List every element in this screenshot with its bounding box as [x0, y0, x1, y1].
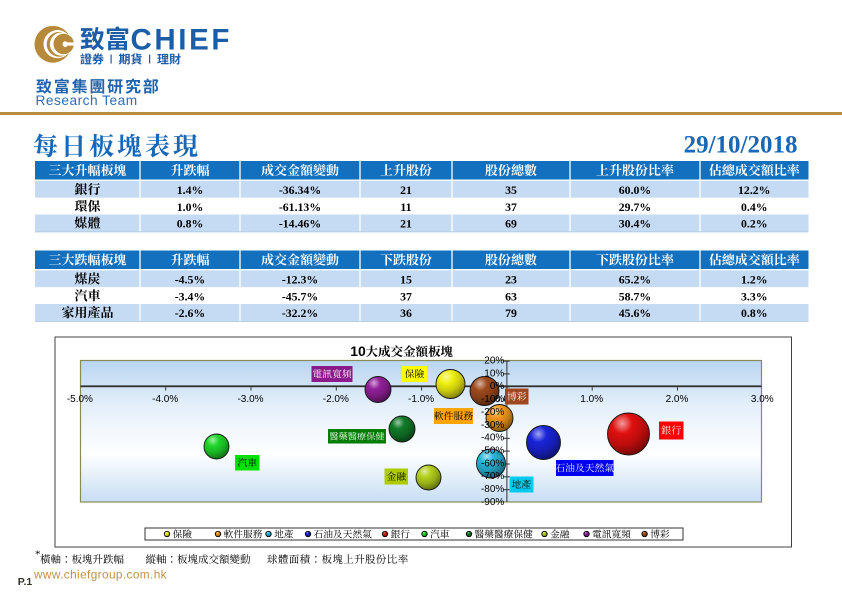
svg-text:-60%: -60% — [481, 458, 504, 469]
svg-text:-3.0%: -3.0% — [237, 394, 263, 405]
svg-text:-4.5%: -4.5% — [175, 272, 205, 286]
svg-text:-14.46%: -14.46% — [279, 217, 321, 231]
svg-text:15: 15 — [400, 272, 412, 286]
svg-text:-5.0%: -5.0% — [67, 394, 93, 405]
svg-text:58.7%: 58.7% — [619, 289, 651, 303]
svg-text:0.4%: 0.4% — [741, 200, 768, 214]
svg-text:45.6%: 45.6% — [619, 306, 651, 320]
svg-text:-2.0%: -2.0% — [323, 394, 349, 405]
svg-text:-20%: -20% — [481, 407, 504, 418]
svg-text:Research Team: Research Team — [36, 93, 138, 108]
svg-text:21: 21 — [400, 217, 412, 231]
svg-text:23: 23 — [505, 272, 517, 286]
svg-text:P.1: P.1 — [18, 576, 33, 588]
svg-text:-3.4%: -3.4% — [175, 289, 205, 303]
svg-text:29.7%: 29.7% — [619, 200, 651, 214]
svg-text:-80%: -80% — [481, 484, 504, 495]
svg-text:1.4%: 1.4% — [177, 183, 204, 197]
svg-text:10: 10 — [350, 343, 366, 359]
svg-text:-30%: -30% — [481, 420, 504, 431]
svg-text:3.0%: 3.0% — [751, 394, 774, 405]
svg-text:-45.7%: -45.7% — [282, 289, 318, 303]
svg-text:10%: 10% — [484, 368, 504, 379]
svg-text:-1.0%: -1.0% — [408, 394, 434, 405]
svg-text:35: 35 — [505, 183, 517, 197]
svg-text:-70%: -70% — [481, 471, 504, 482]
svg-text:60.0%: 60.0% — [619, 183, 651, 197]
svg-text:30.4%: 30.4% — [619, 217, 651, 231]
svg-text:1.0%: 1.0% — [580, 394, 603, 405]
svg-text:65.2%: 65.2% — [619, 272, 651, 286]
svg-text:-12.3%: -12.3% — [282, 272, 318, 286]
svg-text:-10%: -10% — [481, 394, 504, 405]
svg-text:*: * — [35, 549, 41, 561]
svg-text:0.8%: 0.8% — [177, 217, 204, 231]
svg-text:-32.2%: -32.2% — [282, 306, 318, 320]
svg-text:-4.0%: -4.0% — [152, 394, 178, 405]
svg-text:1.2%: 1.2% — [741, 272, 768, 286]
svg-text:3.3%: 3.3% — [741, 289, 768, 303]
svg-text:-2.6%: -2.6% — [175, 306, 205, 320]
svg-text:79: 79 — [505, 306, 517, 320]
svg-text:-61.13%: -61.13% — [279, 200, 321, 214]
svg-text:-36.34%: -36.34% — [279, 183, 321, 197]
svg-text:29/10/2018: 29/10/2018 — [684, 132, 798, 159]
svg-text:69: 69 — [505, 217, 517, 231]
svg-text:37: 37 — [400, 289, 412, 303]
svg-text:-50%: -50% — [481, 446, 504, 457]
svg-text:21: 21 — [400, 183, 412, 197]
svg-text:-90%: -90% — [481, 497, 504, 508]
svg-text:1.0%: 1.0% — [177, 200, 204, 214]
svg-text:www.chiefgroup.com.hk: www.chiefgroup.com.hk — [33, 568, 167, 582]
svg-text:0.8%: 0.8% — [741, 306, 768, 320]
svg-text:63: 63 — [505, 289, 517, 303]
svg-text:36: 36 — [400, 306, 412, 320]
svg-text:11: 11 — [400, 200, 411, 214]
svg-text:37: 37 — [505, 200, 517, 214]
svg-text:20%: 20% — [484, 355, 504, 366]
svg-text:CHIEF: CHIEF — [131, 24, 233, 57]
svg-text:0%: 0% — [490, 381, 505, 392]
svg-text:0.2%: 0.2% — [741, 217, 768, 231]
svg-text:2.0%: 2.0% — [666, 394, 689, 405]
svg-text:-40%: -40% — [481, 433, 504, 444]
svg-text:12.2%: 12.2% — [738, 183, 770, 197]
